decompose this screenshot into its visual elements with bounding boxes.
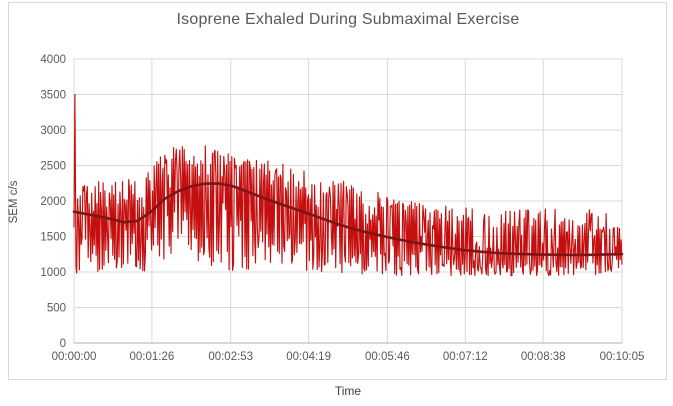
x-axis-title: Time [334,384,362,398]
chart-title: Isoprene Exhaled During Submaximal Exerc… [176,11,520,28]
x-tick-label: 00:00:00 [52,351,97,363]
y-tick-label: 1500 [40,232,66,244]
y-tick-label: 2000 [40,196,66,208]
x-tick-label: 00:02:53 [208,351,253,363]
x-tick-label: 00:08:38 [521,351,566,363]
y-tick-label: 500 [47,303,66,315]
y-tick-label: 2500 [40,161,66,173]
x-tick-label: 00:07:12 [443,351,488,363]
y-tick-label: 3000 [40,125,66,137]
raw-signal-series [73,93,623,277]
x-tick-label: 00:10:05 [600,351,645,363]
y-tick-label: 4000 [40,54,66,66]
x-tick-label: 00:05:46 [365,351,410,363]
y-tick-label: 0 [60,338,66,350]
x-tick-label: 00:04:19 [286,351,331,363]
smoothed-trend-series [72,182,624,257]
y-tick-label: 1000 [40,267,66,279]
x-tick-label: 00:01:26 [130,351,175,363]
chart-frame [8,2,667,380]
y-axis-title: SEM c/s [8,180,20,224]
y-tick-label: 3500 [40,90,66,102]
